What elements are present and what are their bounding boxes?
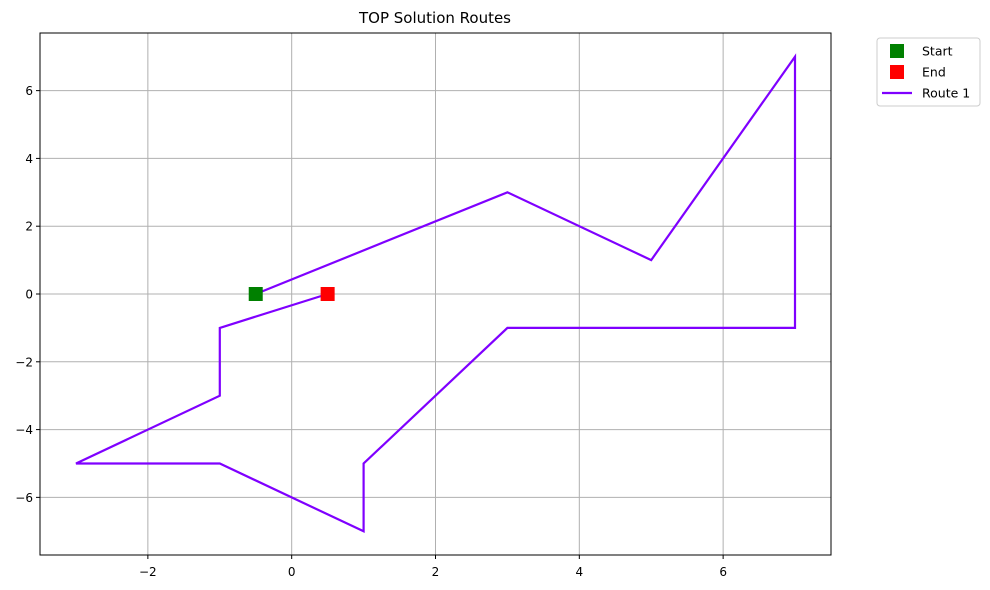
x-tick-label: 6 [719,565,727,579]
legend-label: End [922,65,946,80]
y-tick-label: −2 [15,355,33,369]
end-marker [320,287,335,301]
legend: Start End Route 1 [876,37,981,107]
y-tick-label: 4 [25,152,33,166]
y-tick-label: −4 [15,423,33,437]
y-tick-label: 6 [25,84,33,98]
y-tick-label: 2 [25,220,33,234]
route-line [75,53,797,534]
chart-title: TOP Solution Routes [358,9,511,27]
start-legend-marker [890,44,904,58]
y-axis: −6 −4 −2 0 2 4 6 [15,84,40,505]
plot-frame [39,32,832,556]
y-tick-label: 0 [25,288,33,302]
x-tick-label: 4 [575,565,583,579]
x-axis: −2 0 2 4 6 [139,555,727,579]
x-tick-label: −2 [139,565,157,579]
y-tick-label: −6 [15,491,33,505]
x-tick-label: 2 [432,565,440,579]
start-marker [248,287,263,301]
plot-area [75,53,797,534]
legend-label: Start [922,44,953,59]
end-legend-marker [890,65,904,79]
x-tick-label: 0 [288,565,296,579]
legend-label: Route 1 [922,86,970,101]
grid [40,33,831,555]
